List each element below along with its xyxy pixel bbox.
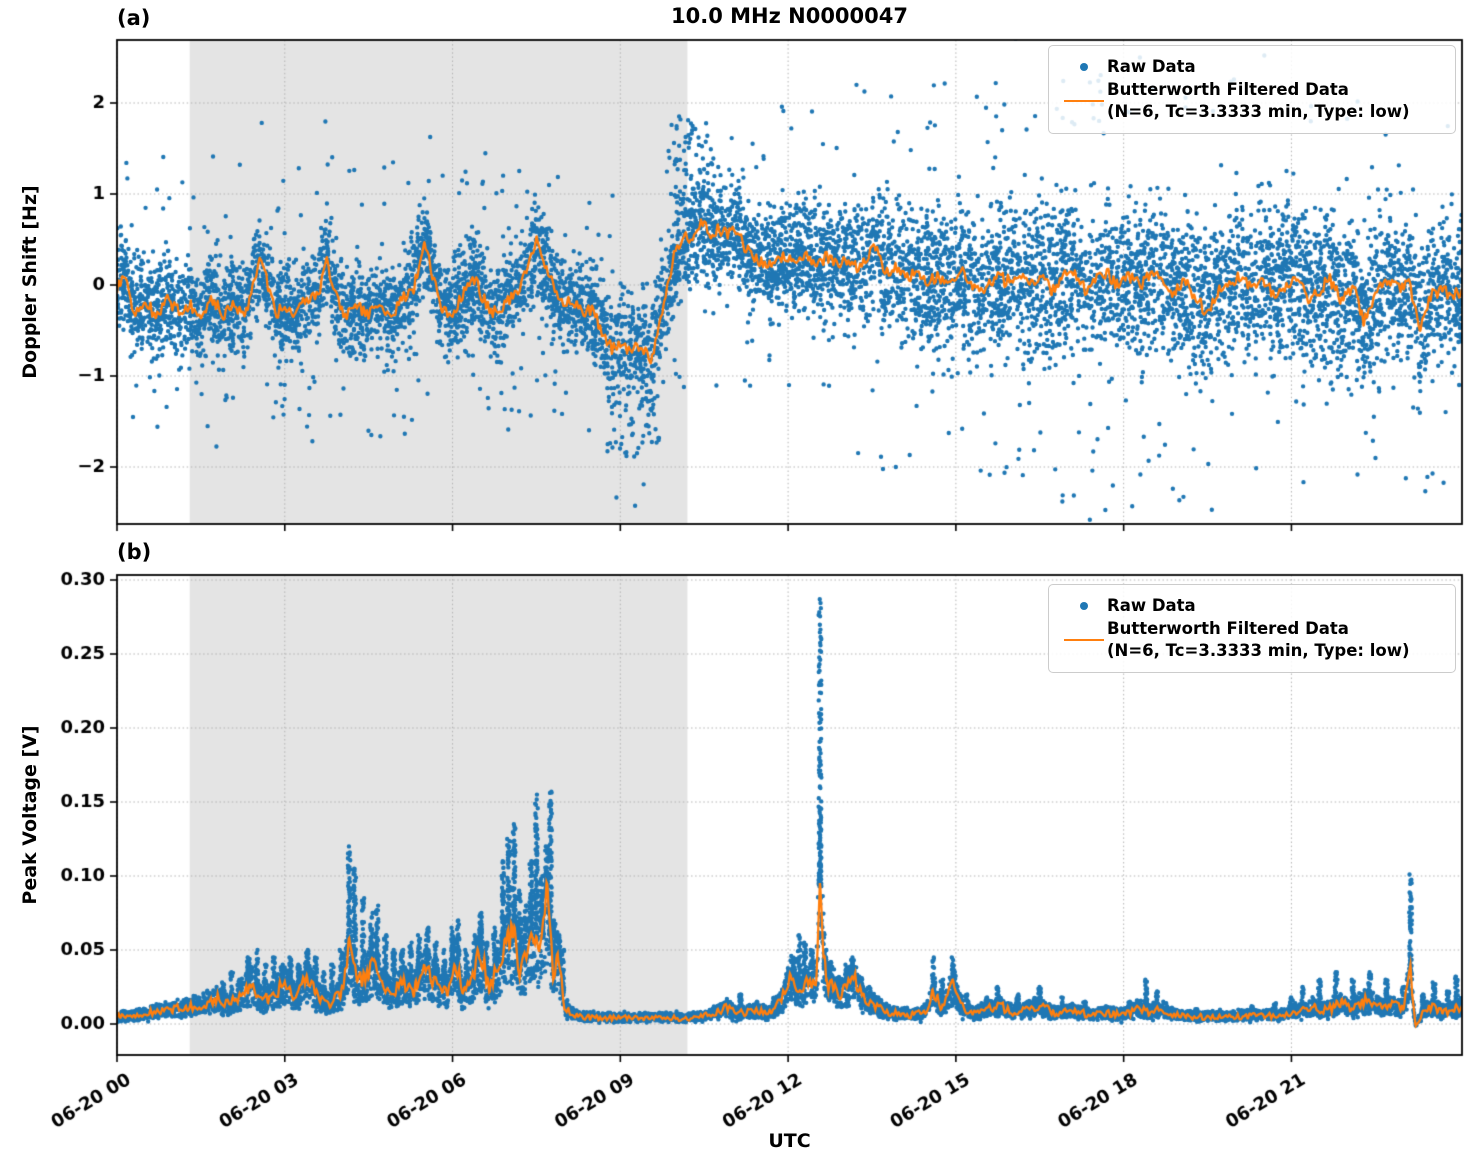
- raw-data-marker-icon: [1061, 601, 1107, 610]
- legend-filtered-line1: Butterworth Filtered Data: [1107, 80, 1349, 100]
- legend-filtered-line2: (N=6, Tc=3.3333 min, Type: low): [1107, 640, 1410, 660]
- panel-b-label: (b): [117, 540, 152, 564]
- panel-b-ylabel: Peak Voltage [V]: [19, 725, 41, 905]
- panel-a-label: (a): [117, 6, 151, 30]
- filtered-line-marker-icon: [1061, 99, 1107, 102]
- legend-filtered-line1: Butterworth Filtered Data: [1107, 619, 1349, 639]
- legend-raw-label: Raw Data: [1107, 57, 1196, 76]
- legend-raw-label: Raw Data: [1107, 596, 1196, 615]
- legend-filtered-label: Butterworth Filtered Data (N=6, Tc=3.333…: [1107, 79, 1410, 122]
- panel-a-legend: Raw Data Butterworth Filtered Data (N=6,…: [1048, 45, 1456, 135]
- legend-filtered-label: Butterworth Filtered Data (N=6, Tc=3.333…: [1107, 618, 1410, 661]
- legend-row-filtered: Butterworth Filtered Data (N=6, Tc=3.333…: [1061, 618, 1443, 661]
- figure-title: 10.0 MHz N0000047: [671, 4, 908, 28]
- panel-a-ylabel: Doppler Shift [Hz]: [19, 185, 41, 379]
- legend-filtered-line2: (N=6, Tc=3.3333 min, Type: low): [1107, 101, 1410, 121]
- raw-data-marker-icon: [1061, 62, 1107, 71]
- panel-b-legend: Raw Data Butterworth Filtered Data (N=6,…: [1048, 584, 1456, 674]
- x-axis-label: UTC: [768, 1130, 811, 1152]
- legend-row-filtered: Butterworth Filtered Data (N=6, Tc=3.333…: [1061, 79, 1443, 122]
- filtered-line-marker-icon: [1061, 638, 1107, 641]
- legend-row-raw: Raw Data: [1061, 595, 1443, 616]
- legend-row-raw: Raw Data: [1061, 56, 1443, 77]
